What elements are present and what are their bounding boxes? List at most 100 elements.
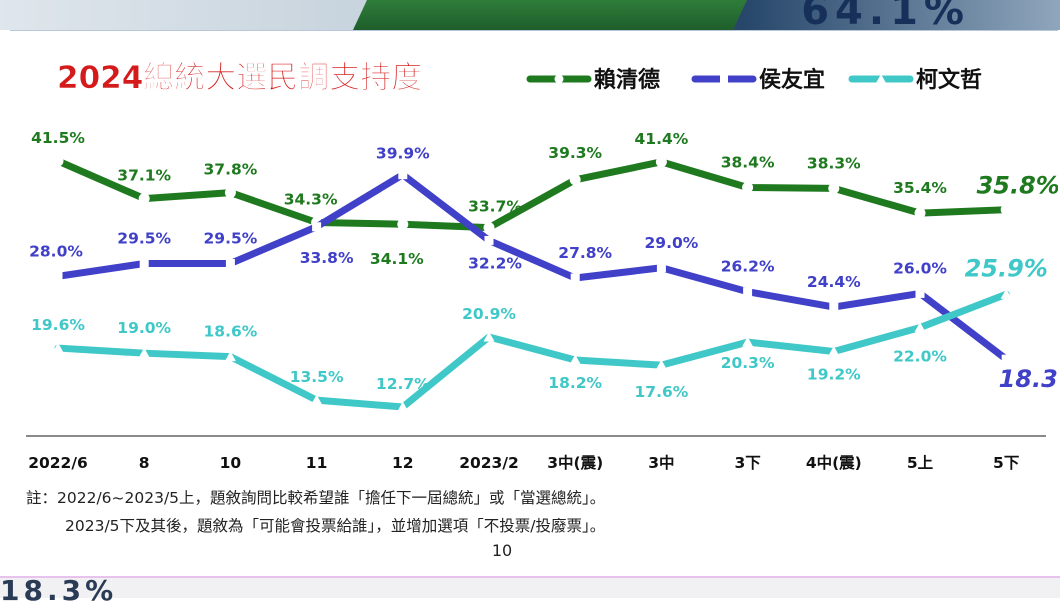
data-label-2-7: 17.6% [635, 383, 689, 401]
x-tick-label-4: 12 [392, 454, 414, 472]
legend-label-2: 柯文哲 [916, 67, 982, 93]
point-0-0 [52, 155, 64, 167]
point-0-11 [1000, 204, 1012, 216]
point-1-8 [743, 287, 753, 297]
point-1-2 [225, 259, 235, 268]
x-tick-label-3: 11 [306, 454, 328, 472]
data-label-2-0: 19.6% [31, 316, 85, 334]
point-1-3 [312, 222, 322, 232]
data-label-2-6: 18.2% [548, 374, 602, 392]
point-1-6 [570, 273, 580, 283]
x-tick-label-8: 3下 [734, 454, 760, 472]
chart-legend: 賴清德 侯友宜 柯文哲 [526, 67, 982, 93]
data-label-0-7: 41.4% [635, 130, 689, 148]
data-label-1-2: 29.5% [204, 230, 258, 248]
data-label-0-1: 37.1% [117, 167, 171, 185]
x-tick-label-1: 8 [139, 454, 150, 472]
data-label-0-11: 35.8% [977, 172, 1058, 200]
data-label-0-3: 34.3% [284, 191, 338, 209]
point-1-4 [398, 170, 408, 180]
point-2-10 [914, 322, 926, 333]
data-label-1-6: 27.8% [558, 244, 612, 262]
point-2-9 [828, 345, 840, 356]
cropped-top-banner: 64.1% [0, 0, 1060, 34]
data-label-0-2: 37.8% [204, 161, 258, 179]
data-label-2-2: 18.6% [204, 323, 258, 341]
series-layer [52, 155, 1012, 412]
data-label-0-10: 35.4% [893, 179, 947, 197]
point-1-11 [1001, 354, 1011, 364]
legend-marker-1 [720, 75, 728, 83]
x-tick-label-10: 5上 [907, 454, 934, 472]
point-2-1 [138, 347, 150, 358]
point-0-2 [224, 187, 236, 199]
data-label-1-4: 39.9% [376, 145, 430, 163]
point-0-7 [655, 156, 667, 168]
point-0-9 [828, 182, 840, 194]
point-2-7 [655, 359, 667, 370]
series-line-0 [54, 157, 1010, 232]
page-number: 10 [492, 541, 512, 560]
x-tick-label-5: 2023/2 [459, 454, 519, 472]
banner-stripe [353, 0, 747, 30]
chart-card: 2024總統大選民調支持度 賴清德 侯友宜 柯文哲 41.5% 37.1% 37.8% 3… [10, 30, 1060, 576]
point-1-5 [484, 235, 494, 245]
data-label-1-10: 26.0% [893, 259, 947, 277]
cropped-headline-number: 64.1% [801, 0, 970, 34]
series-line-1 [54, 171, 1010, 363]
data-label-1-11: 18.3% [999, 365, 1058, 393]
point-0-6 [569, 174, 581, 186]
x-tick-label-6: 3中(震) [547, 453, 603, 472]
point-1-7 [656, 263, 666, 273]
x-tick-label-9: 4中(震) [806, 453, 862, 472]
data-labels: 41.5% 37.1% 37.8% 34.3% 34.1% 33.7% 39.3% 41.4%… [29, 129, 1060, 401]
cropped-bottom-banner: 18.3% [0, 574, 1060, 607]
chart-title: 2024總統大選民調支持度 [57, 60, 422, 96]
point-1-10 [915, 288, 925, 298]
data-label-1-8: 26.2% [721, 258, 775, 276]
note-line-1: 註：2022/6~2023/5上，題敘詢問比較希望誰「擔任下一屆總統」或「當選總… [26, 489, 605, 507]
data-label-0-9: 38.3% [807, 154, 861, 172]
series-line-2 [54, 290, 1010, 411]
note-line-2: 2023/5下及其後，題敘為「可能會投票給誰」，並增加選項「不投票/投廢票」。 [65, 516, 605, 535]
x-tick-label-7: 3中 [648, 453, 674, 472]
cropped-bottom-number: 18.3% [0, 574, 118, 607]
x-tick-label-0: 2022/6 [28, 454, 88, 472]
data-label-0-4: 34.1% [370, 250, 424, 268]
data-label-1-1: 29.5% [117, 230, 171, 248]
point-0-1 [138, 193, 150, 205]
point-2-3 [311, 394, 323, 405]
data-label-2-9: 19.2% [807, 365, 861, 383]
data-label-0-0: 41.5% [31, 129, 85, 147]
data-label-1-0: 28.0% [29, 242, 83, 260]
x-tick-labels: 2022/6 8 10 11 12 2023/2 3中(震) 3中 3下 4中(震) 5上 5下 [28, 453, 1019, 472]
point-1-1 [139, 259, 149, 268]
point-0-5 [483, 222, 495, 234]
data-label-2-5: 20.9% [462, 305, 516, 323]
legend-label-1: 侯友宜 [759, 67, 825, 93]
legend-label-0: 賴清德 [594, 67, 660, 93]
point-2-2 [224, 351, 236, 362]
data-label-2-8: 20.3% [721, 354, 775, 372]
data-label-2-1: 19.0% [117, 319, 171, 337]
data-label-0-8: 38.4% [721, 153, 775, 171]
point-2-0 [52, 342, 64, 353]
point-2-4 [397, 401, 409, 412]
data-label-2-3: 13.5% [290, 368, 344, 386]
data-label-2-11: 25.9% [965, 254, 1048, 282]
data-label-0-5: 33.7% [468, 198, 522, 216]
data-label-1-7: 29.0% [645, 234, 699, 252]
point-1-0 [53, 271, 63, 281]
legend-marker-0 [554, 74, 564, 84]
point-0-8 [742, 181, 754, 193]
point-2-11 [1000, 288, 1012, 299]
point-2-5 [483, 331, 495, 342]
point-0-4 [397, 218, 409, 230]
data-label-1-3: 33.8% [300, 249, 354, 267]
data-label-0-6: 39.3% [548, 144, 602, 162]
data-label-2-10: 22.0% [893, 348, 947, 366]
data-label-1-5: 32.2% [468, 254, 522, 272]
x-tick-label-11: 5下 [993, 454, 1019, 472]
legend-marker-2 [876, 74, 886, 83]
data-label-1-9: 24.4% [807, 273, 861, 291]
